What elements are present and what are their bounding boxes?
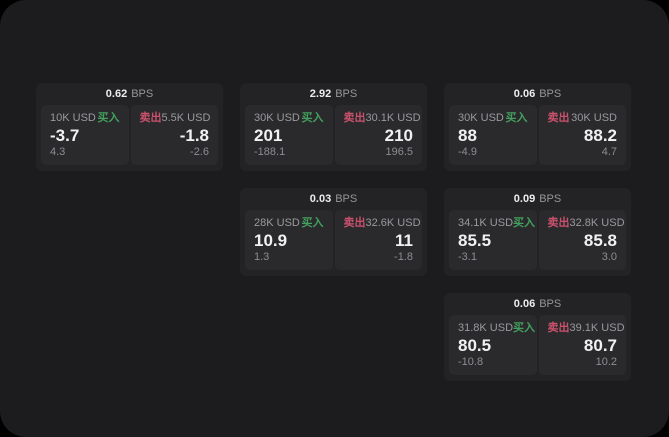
quote-card: 0.06 BPS 30K USD 买入 88 -4.9 卖出 30K USD [444, 83, 631, 171]
sell-panel[interactable]: 卖出 30.1K USD 210 196.5 [334, 105, 422, 165]
buy-delta: -10.8 [458, 356, 484, 368]
card-header: 2.92 BPS [240, 83, 427, 105]
sell-side-label: 卖出 [547, 112, 570, 124]
card-body: 31.8K USD 买入 80.5 -10.8 卖出 39.1K USD 80.… [449, 315, 626, 375]
sell-side-label: 卖出 [139, 112, 162, 124]
sell-side-label: 卖出 [343, 217, 366, 229]
buy-notional: 30K USD [254, 112, 300, 124]
buy-panel[interactable]: 34.1K USD 买入 85.5 -3.1 [449, 210, 537, 270]
card-header: 0.06 BPS [444, 83, 631, 105]
sell-price: 80.7 [583, 335, 617, 355]
sell-panel[interactable]: 卖出 30K USD 88.2 4.7 [538, 105, 626, 165]
card-body: 30K USD 买入 201 -188.1 卖出 30.1K USD 210 1… [245, 105, 422, 165]
buy-delta: -3.1 [458, 251, 477, 263]
buy-delta: -188.1 [254, 146, 286, 158]
bps-unit-label: BPS [539, 88, 562, 100]
buy-side-label: 买入 [513, 217, 536, 229]
sell-panel[interactable]: 卖出 5.5K USD -1.8 -2.6 [130, 105, 218, 165]
card-body: 30K USD 买入 88 -4.9 卖出 30K USD 88.2 4.7 [449, 105, 626, 165]
buy-notional: 30K USD [458, 112, 504, 124]
buy-price: 80.5 [458, 335, 492, 355]
buy-notional: 28K USD [254, 217, 300, 229]
buy-delta: 4.3 [50, 146, 66, 158]
bps-value: 0.06 [513, 88, 536, 100]
sell-notional: 30.1K USD [365, 112, 421, 124]
buy-price: 85.5 [458, 230, 492, 250]
bps-unit-label: BPS [539, 298, 562, 310]
sell-delta: -1.8 [394, 251, 413, 263]
card-body: 28K USD 买入 10.9 1.3 卖出 32.6K USD 11 -1.8 [245, 210, 422, 270]
buy-side-label: 买入 [301, 112, 324, 124]
card-body: 34.1K USD 买入 85.5 -3.1 卖出 32.8K USD 85.8… [449, 210, 626, 270]
buy-side-label: 买入 [97, 112, 120, 124]
bps-value: 0.06 [513, 298, 536, 310]
bps-unit-label: BPS [131, 88, 154, 100]
sell-delta: 10.2 [595, 356, 617, 368]
sell-panel[interactable]: 卖出 32.6K USD 11 -1.8 [334, 210, 422, 270]
buy-price: 88 [458, 125, 477, 145]
sell-panel[interactable]: 卖出 39.1K USD 80.7 10.2 [538, 315, 626, 375]
buy-side-label: 买入 [513, 322, 536, 334]
quote-card: 0.03 BPS 28K USD 买入 10.9 1.3 卖出 32.6K US… [240, 188, 427, 276]
sell-side-label: 卖出 [547, 217, 570, 229]
sell-price: 11 [395, 230, 413, 250]
sell-price: 88.2 [583, 125, 617, 145]
sell-delta: -2.6 [190, 146, 209, 158]
bps-unit-label: BPS [539, 193, 562, 205]
sell-delta: 3.0 [601, 251, 617, 263]
buy-price: 201 [254, 125, 283, 145]
buy-delta: -4.9 [458, 146, 477, 158]
bps-unit-label: BPS [335, 193, 358, 205]
buy-delta: 1.3 [254, 251, 270, 263]
bps-value: 0.62 [105, 88, 128, 100]
card-header: 0.03 BPS [240, 188, 427, 210]
sell-notional: 39.1K USD [569, 322, 625, 334]
sell-price: 210 [384, 125, 413, 145]
buy-panel[interactable]: 28K USD 买入 10.9 1.3 [245, 210, 333, 270]
sell-price: 85.8 [583, 230, 617, 250]
buy-side-label: 买入 [301, 217, 324, 229]
card-header: 0.09 BPS [444, 188, 631, 210]
buy-panel[interactable]: 31.8K USD 买入 80.5 -10.8 [449, 315, 537, 375]
sell-notional: 32.6K USD [365, 217, 421, 229]
quote-cards-grid: 0.62 BPS 10K USD 买入 -3.7 4.3 卖出 5.5K USD [36, 83, 631, 381]
sell-delta: 196.5 [385, 146, 413, 158]
buy-notional: 10K USD [50, 112, 96, 124]
bps-value: 2.92 [309, 88, 332, 100]
buy-panel[interactable]: 30K USD 买入 201 -188.1 [245, 105, 333, 165]
sell-price: -1.8 [179, 125, 209, 145]
bps-value: 0.03 [309, 193, 332, 205]
card-header: 0.62 BPS [36, 83, 223, 105]
quote-card: 0.62 BPS 10K USD 买入 -3.7 4.3 卖出 5.5K USD [36, 83, 223, 171]
sell-delta: 4.7 [601, 146, 617, 158]
buy-price: -3.7 [50, 125, 80, 145]
buy-panel[interactable]: 10K USD 买入 -3.7 4.3 [41, 105, 129, 165]
quote-card: 0.06 BPS 31.8K USD 买入 80.5 -10.8 卖出 39.1… [444, 293, 631, 381]
buy-notional: 34.1K USD [458, 217, 514, 229]
sell-notional: 30K USD [571, 112, 617, 124]
card-header: 0.06 BPS [444, 293, 631, 315]
sell-notional: 32.8K USD [569, 217, 625, 229]
card-body: 10K USD 买入 -3.7 4.3 卖出 5.5K USD -1.8 -2.… [41, 105, 218, 165]
quote-card: 0.09 BPS 34.1K USD 买入 85.5 -3.1 卖出 32.8K… [444, 188, 631, 276]
sell-side-label: 卖出 [343, 112, 366, 124]
buy-side-label: 买入 [505, 112, 528, 124]
sell-notional: 5.5K USD [161, 112, 211, 124]
bps-unit-label: BPS [335, 88, 358, 100]
quote-card: 2.92 BPS 30K USD 买入 201 -188.1 卖出 30.1K … [240, 83, 427, 171]
buy-price: 10.9 [254, 230, 288, 250]
buy-panel[interactable]: 30K USD 买入 88 -4.9 [449, 105, 537, 165]
sell-side-label: 卖出 [547, 322, 570, 334]
bps-value: 0.09 [513, 193, 536, 205]
sell-panel[interactable]: 卖出 32.8K USD 85.8 3.0 [538, 210, 626, 270]
buy-notional: 31.8K USD [458, 322, 514, 334]
